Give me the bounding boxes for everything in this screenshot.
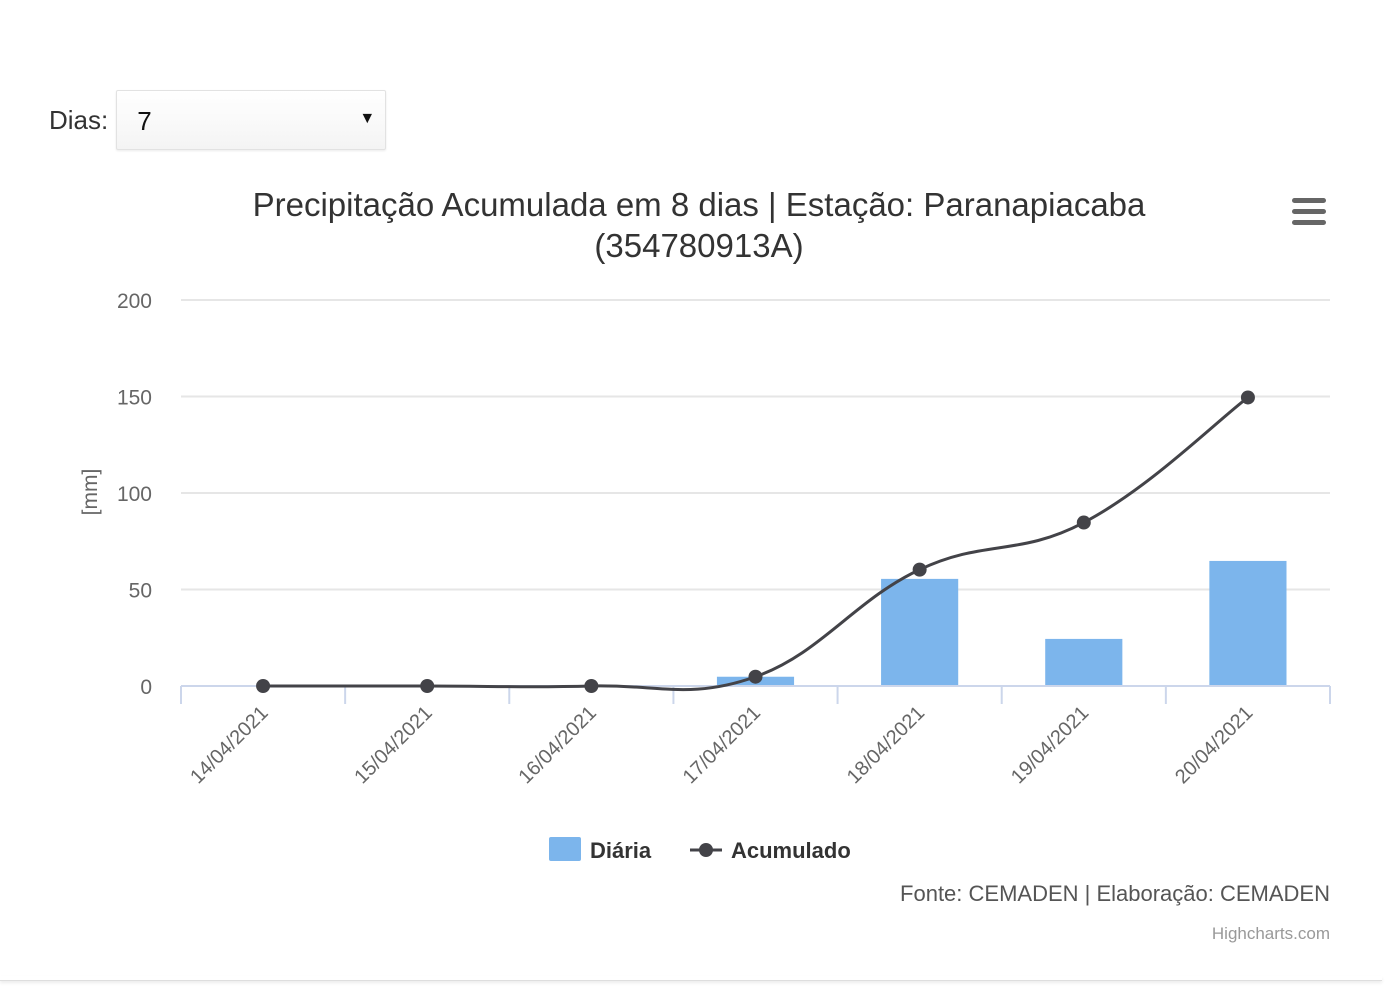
legend-item-acumulado[interactable]: Acumulado: [690, 838, 851, 863]
days-label: Dias:: [49, 104, 109, 135]
bar[interactable]: [881, 578, 959, 686]
chevron-down-icon: ▼: [359, 110, 376, 127]
line-point[interactable]: [420, 679, 435, 693]
x-tick-label: 16/04/2021: [515, 702, 601, 788]
x-tick-label: 17/04/2021: [679, 702, 765, 788]
line-point[interactable]: [748, 669, 763, 684]
line-point[interactable]: [1076, 515, 1091, 530]
y-tick-label: 200: [117, 290, 152, 313]
line-point[interactable]: [584, 679, 599, 693]
bar[interactable]: [1209, 560, 1287, 686]
line-point[interactable]: [912, 562, 927, 577]
x-axis: 14/04/2021 15/04/2021 16/04/2021 17/04/2021…: [180, 685, 1331, 788]
line-point[interactable]: [256, 679, 271, 693]
grid-lines: [181, 299, 1330, 591]
legend-marker-acumulado: [699, 843, 713, 857]
y-tick-label: 150: [117, 387, 152, 410]
bar-series: [716, 560, 1287, 686]
x-tick-label: 18/04/2021: [843, 702, 929, 788]
y-tick-label: 100: [117, 483, 152, 506]
legend-label-diaria: Diária: [590, 838, 652, 863]
days-select-value: 7: [137, 106, 152, 136]
card-bottom-border: [0, 976, 1382, 981]
chart-title: Precipitação Acumulada em 8 dias | Estaç…: [253, 186, 1146, 223]
x-tick-label: 19/04/2021: [1007, 702, 1093, 788]
x-tick-label: 15/04/2021: [350, 702, 436, 788]
legend-label-acumulado: Acumulado: [731, 838, 851, 863]
legend-swatch-diaria: [549, 837, 581, 861]
line-point[interactable]: [1240, 390, 1255, 405]
chart-subtitle: (354780913A): [594, 227, 803, 264]
y-axis-label: [mm]: [79, 469, 102, 516]
legend-item-diaria[interactable]: Diária: [549, 837, 652, 863]
hamburger-menu-icon[interactable]: [1290, 198, 1328, 228]
y-tick-label: 0: [140, 676, 152, 699]
legend: Diária Acumulado: [549, 837, 851, 863]
y-axis-ticks: 0 50 100 150 200: [117, 290, 152, 699]
credits-source: Fonte: CEMADEN | Elaboração: CEMADEN: [900, 881, 1330, 906]
y-tick-label: 50: [129, 580, 152, 603]
credits-highcharts-link[interactable]: Highcharts.com: [1212, 924, 1330, 943]
x-tick-label: 14/04/2021: [186, 702, 272, 788]
days-select[interactable]: 7 ▼: [116, 90, 387, 150]
line-series: [256, 390, 1255, 693]
days-selector-row: Dias: 7 ▼: [49, 89, 387, 151]
x-tick-label: 20/04/2021: [1171, 702, 1257, 788]
bar[interactable]: [1045, 638, 1123, 686]
